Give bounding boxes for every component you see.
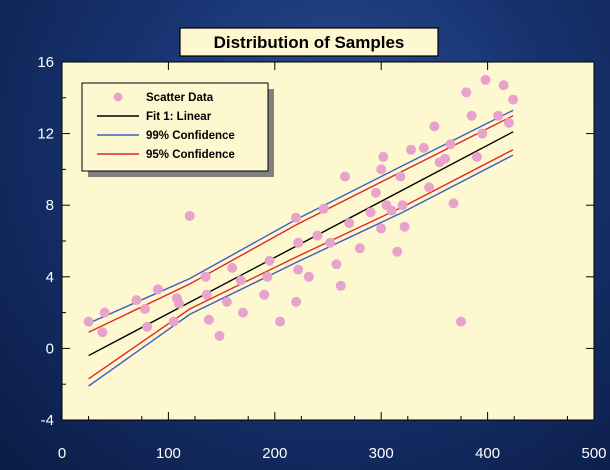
data-point	[293, 264, 304, 275]
data-point	[340, 171, 350, 182]
series-layer	[83, 74, 519, 387]
data-point	[429, 121, 440, 132]
data-point	[480, 74, 491, 85]
data-point	[168, 316, 179, 327]
data-point	[97, 327, 108, 338]
data-point	[203, 314, 214, 325]
data-point	[493, 110, 504, 121]
data-point	[214, 330, 225, 341]
data-point	[325, 237, 336, 248]
y-tick-label: 16	[37, 54, 54, 71]
data-point	[264, 255, 275, 266]
data-point	[131, 295, 142, 306]
data-point	[440, 153, 450, 164]
data-point	[293, 237, 304, 248]
data-point	[262, 271, 273, 282]
x-tick-label: 100	[156, 445, 181, 462]
data-point	[418, 142, 429, 153]
data-point	[237, 307, 248, 318]
legend: Scatter Data Fit 1: Linear 99% Confidence 9…	[81, 82, 274, 177]
y-tick-label: -4	[41, 412, 54, 429]
x-tick-label: 400	[475, 445, 500, 462]
data-point	[397, 200, 408, 211]
data-point	[318, 203, 329, 214]
data-point	[200, 271, 211, 282]
data-point	[259, 289, 270, 300]
data-point	[344, 218, 355, 229]
data-point	[354, 243, 365, 254]
data-point	[503, 117, 514, 128]
x-tick-label: 500	[581, 445, 606, 462]
y-tick-label: 0	[46, 340, 54, 357]
data-point	[386, 205, 397, 216]
data-point	[291, 296, 302, 307]
conf95-upper-line	[88, 115, 514, 333]
data-point	[275, 316, 286, 327]
data-point	[331, 259, 342, 270]
data-point	[376, 223, 387, 234]
data-point	[466, 110, 477, 121]
x-tick-label: 300	[369, 445, 394, 462]
data-point	[508, 94, 519, 105]
legend-label: 95% Confidence	[146, 149, 235, 161]
y-tick-label: 4	[46, 269, 54, 286]
x-tick-label: 0	[58, 445, 66, 462]
data-point	[312, 230, 323, 241]
data-point	[399, 221, 410, 232]
x-tick-label: 200	[262, 445, 287, 462]
data-point	[461, 87, 472, 98]
data-point	[99, 307, 110, 318]
data-point	[370, 187, 381, 198]
data-point	[378, 151, 389, 162]
data-point	[395, 171, 406, 182]
data-point	[235, 275, 246, 286]
chart-title-box: Distribution of Samples	[179, 27, 439, 57]
data-point	[142, 321, 153, 332]
legend-marker-scatter	[113, 92, 123, 102]
data-point	[152, 284, 163, 295]
data-point	[184, 210, 195, 221]
data-point	[392, 246, 403, 257]
data-point	[376, 164, 387, 175]
data-point	[445, 139, 456, 150]
data-point	[477, 128, 488, 139]
data-point	[291, 212, 302, 223]
conf99-lower-line	[88, 154, 514, 387]
y-tick-label: 12	[37, 126, 54, 143]
legend-label: Scatter Data	[146, 92, 214, 104]
legend-label: Fit 1: Linear	[146, 111, 212, 123]
data-point	[472, 151, 482, 162]
legend-box	[81, 82, 269, 172]
data-point	[498, 80, 509, 91]
data-point	[406, 144, 416, 155]
data-point	[365, 207, 376, 218]
data-point	[424, 182, 435, 193]
data-point	[456, 316, 466, 327]
data-point	[303, 271, 314, 282]
data-point	[448, 198, 459, 209]
y-tick-label: 8	[46, 197, 54, 214]
legend-label: 99% Confidence	[146, 130, 235, 142]
conf95-lower-line	[88, 149, 514, 380]
chart-title: Distribution of Samples	[214, 33, 405, 52]
data-point	[174, 298, 184, 309]
data-point	[335, 280, 346, 291]
data-point	[140, 304, 150, 314]
data-point	[201, 289, 212, 300]
data-point	[221, 296, 232, 307]
data-point	[83, 316, 94, 327]
data-point	[227, 262, 238, 273]
